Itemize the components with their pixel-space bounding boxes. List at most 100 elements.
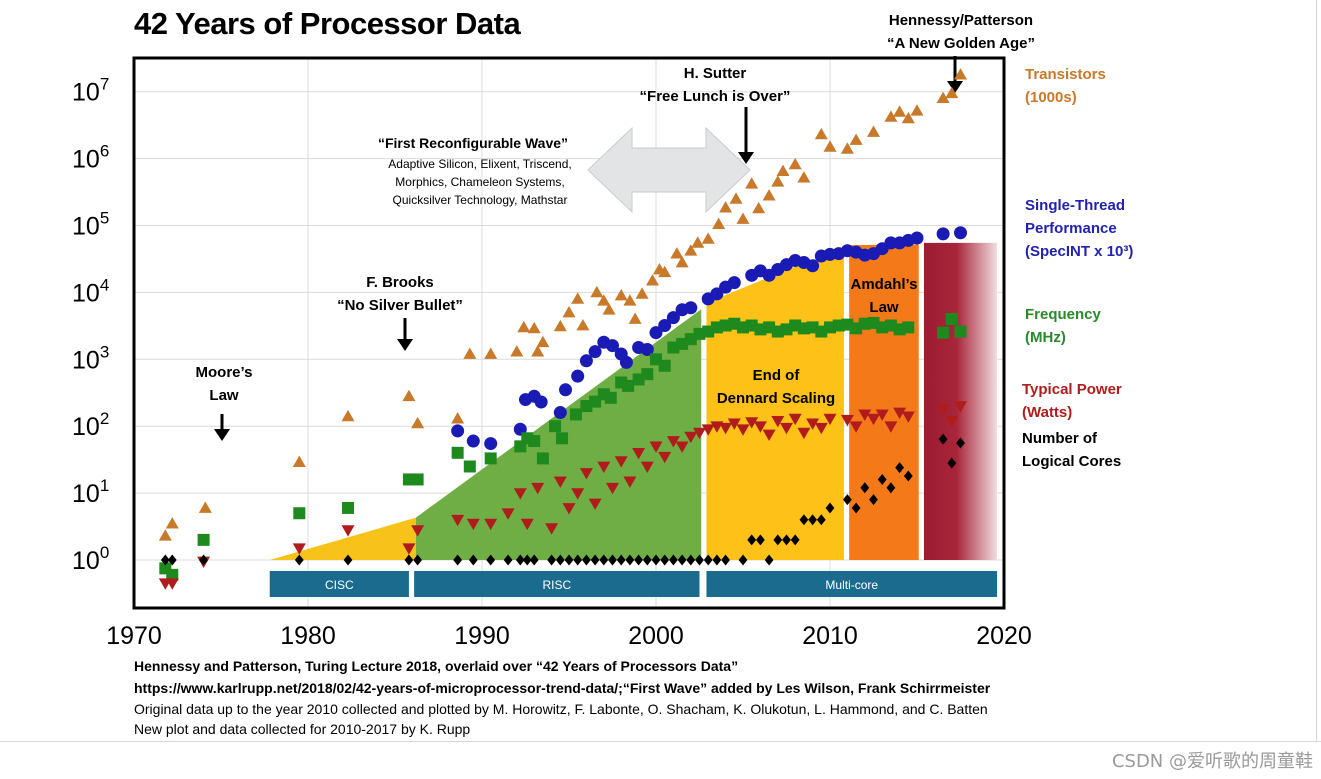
cores-point [773,534,783,546]
annotation-dennard: End of [753,367,801,384]
annotation-first-wave-body: Adaptive Silicon, Elixent, Triscend, [388,157,571,171]
power-point [640,461,654,473]
x-tick-label: 1970 [106,622,162,650]
caption-line-1: Hennessy and Patterson, Turing Lecture 2… [134,658,739,674]
y-tick-label: 103 [72,342,109,374]
transistor-point [402,389,416,402]
transistor-point [411,416,425,429]
transistor-point [849,133,863,145]
power-point [597,461,611,473]
right-border [1316,0,1317,741]
transistor-point [729,192,743,204]
transistor-point [684,244,698,256]
transistor-point [158,529,172,541]
cores-point [404,554,414,566]
cores-point [486,554,496,566]
caption-line-3: Original data up to the year 2010 collec… [134,701,988,717]
power-point [762,429,776,442]
y-tick-label: 101 [72,476,109,508]
cores-point [651,554,661,566]
transistor-point [823,140,837,152]
cores-point [790,534,800,546]
transistor-point [719,201,733,213]
cores-point [895,462,904,474]
power-point [693,427,706,440]
era-label: Multi-core [825,578,878,592]
frequency-point [658,359,671,372]
annotation-moores-law: Law [209,387,239,404]
transistor-point [602,303,616,315]
single-thread-point [954,226,967,240]
annotation-brooks: F. Brooks [366,274,434,291]
cores-point [747,534,757,546]
cores-point [642,554,652,566]
transistor-point [701,232,715,244]
transistor-point [788,157,802,170]
power-point [520,518,534,531]
power-point [606,482,619,495]
single-thread-point [684,301,698,315]
cores-point [294,554,304,566]
frequency-point [902,321,915,334]
transistor-point [484,347,498,359]
power-point [719,422,733,435]
transistor-point [614,288,628,301]
transistor-point [936,91,950,104]
cores-point [199,554,208,566]
power-point [341,525,355,537]
cores-point [160,554,170,566]
cores-point [468,554,478,566]
cores-point [599,554,609,566]
cores-point [343,554,353,566]
x-tick-label: 2020 [976,622,1032,650]
cores-point [764,554,774,566]
cores-point [816,514,826,526]
plot-frame [132,56,1006,610]
cores-point [869,494,878,506]
power-point [411,525,425,537]
legend-cores: Number of Logical Cores [1022,430,1122,470]
single-thread-point [559,383,573,397]
power-point [840,414,854,427]
single-thread-point [727,276,741,290]
era-label: RISC [542,578,571,592]
transistor-point [292,455,306,468]
y-tick-label: 107 [72,75,109,107]
transistor-point [527,321,541,334]
annotation-brooks: “No Silver Bullet” [337,297,463,314]
annotation-first-wave-body: Morphics, Chameleon Systems, [395,175,564,189]
era-bar-multi-core [706,571,998,597]
power-point [954,401,967,413]
annotation-moores-law: Moore’s [196,364,253,381]
power-point [623,476,637,488]
cores-point [555,554,565,566]
x-tick-label: 1990 [454,622,510,650]
caption-line-4: New plot and data collected for 2010-201… [134,721,471,737]
transistor-point [954,68,967,80]
transistor-point [451,412,465,424]
power-point [553,476,567,488]
power-point [531,482,545,495]
frequency-point [641,368,654,381]
cores-point [956,437,965,449]
transistor-point [198,501,212,513]
transistor-point [910,104,924,116]
cores-point [413,554,423,566]
transistor-point [510,345,524,357]
power-point [858,409,872,421]
x-tick-label: 1980 [280,622,336,650]
power-point [849,421,863,433]
power-point [649,441,663,453]
frequency-point [604,391,617,404]
annotation-amdahl: Law [869,299,899,316]
cores-point [799,514,809,526]
cores-point [547,554,556,566]
annotation-first-wave-body: Quicksilver Technology, Mathstar [393,193,568,207]
transistor-point [675,255,689,268]
cores-point [851,502,861,514]
cores-point [669,554,678,566]
cores-point [903,470,913,482]
transistor-point [776,164,790,176]
single-thread-point [553,406,567,420]
